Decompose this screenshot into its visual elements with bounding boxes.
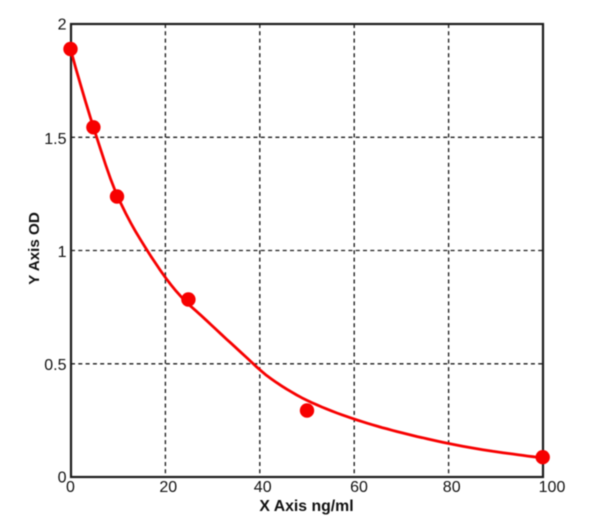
svg-text:0: 0 bbox=[66, 479, 75, 496]
svg-text:2: 2 bbox=[58, 17, 67, 34]
svg-text:1.5: 1.5 bbox=[44, 131, 66, 148]
svg-text:60: 60 bbox=[350, 479, 368, 496]
svg-text:0: 0 bbox=[58, 470, 67, 487]
svg-text:1: 1 bbox=[58, 244, 67, 261]
svg-text:Y Axis OD: Y Axis OD bbox=[26, 212, 43, 285]
svg-text:0.5: 0.5 bbox=[44, 357, 66, 374]
svg-text:100: 100 bbox=[539, 479, 566, 496]
svg-text:X Axis ng/ml: X Axis ng/ml bbox=[259, 498, 353, 515]
svg-text:40: 40 bbox=[254, 479, 272, 496]
svg-text:80: 80 bbox=[443, 479, 461, 496]
svg-text:20: 20 bbox=[159, 479, 177, 496]
